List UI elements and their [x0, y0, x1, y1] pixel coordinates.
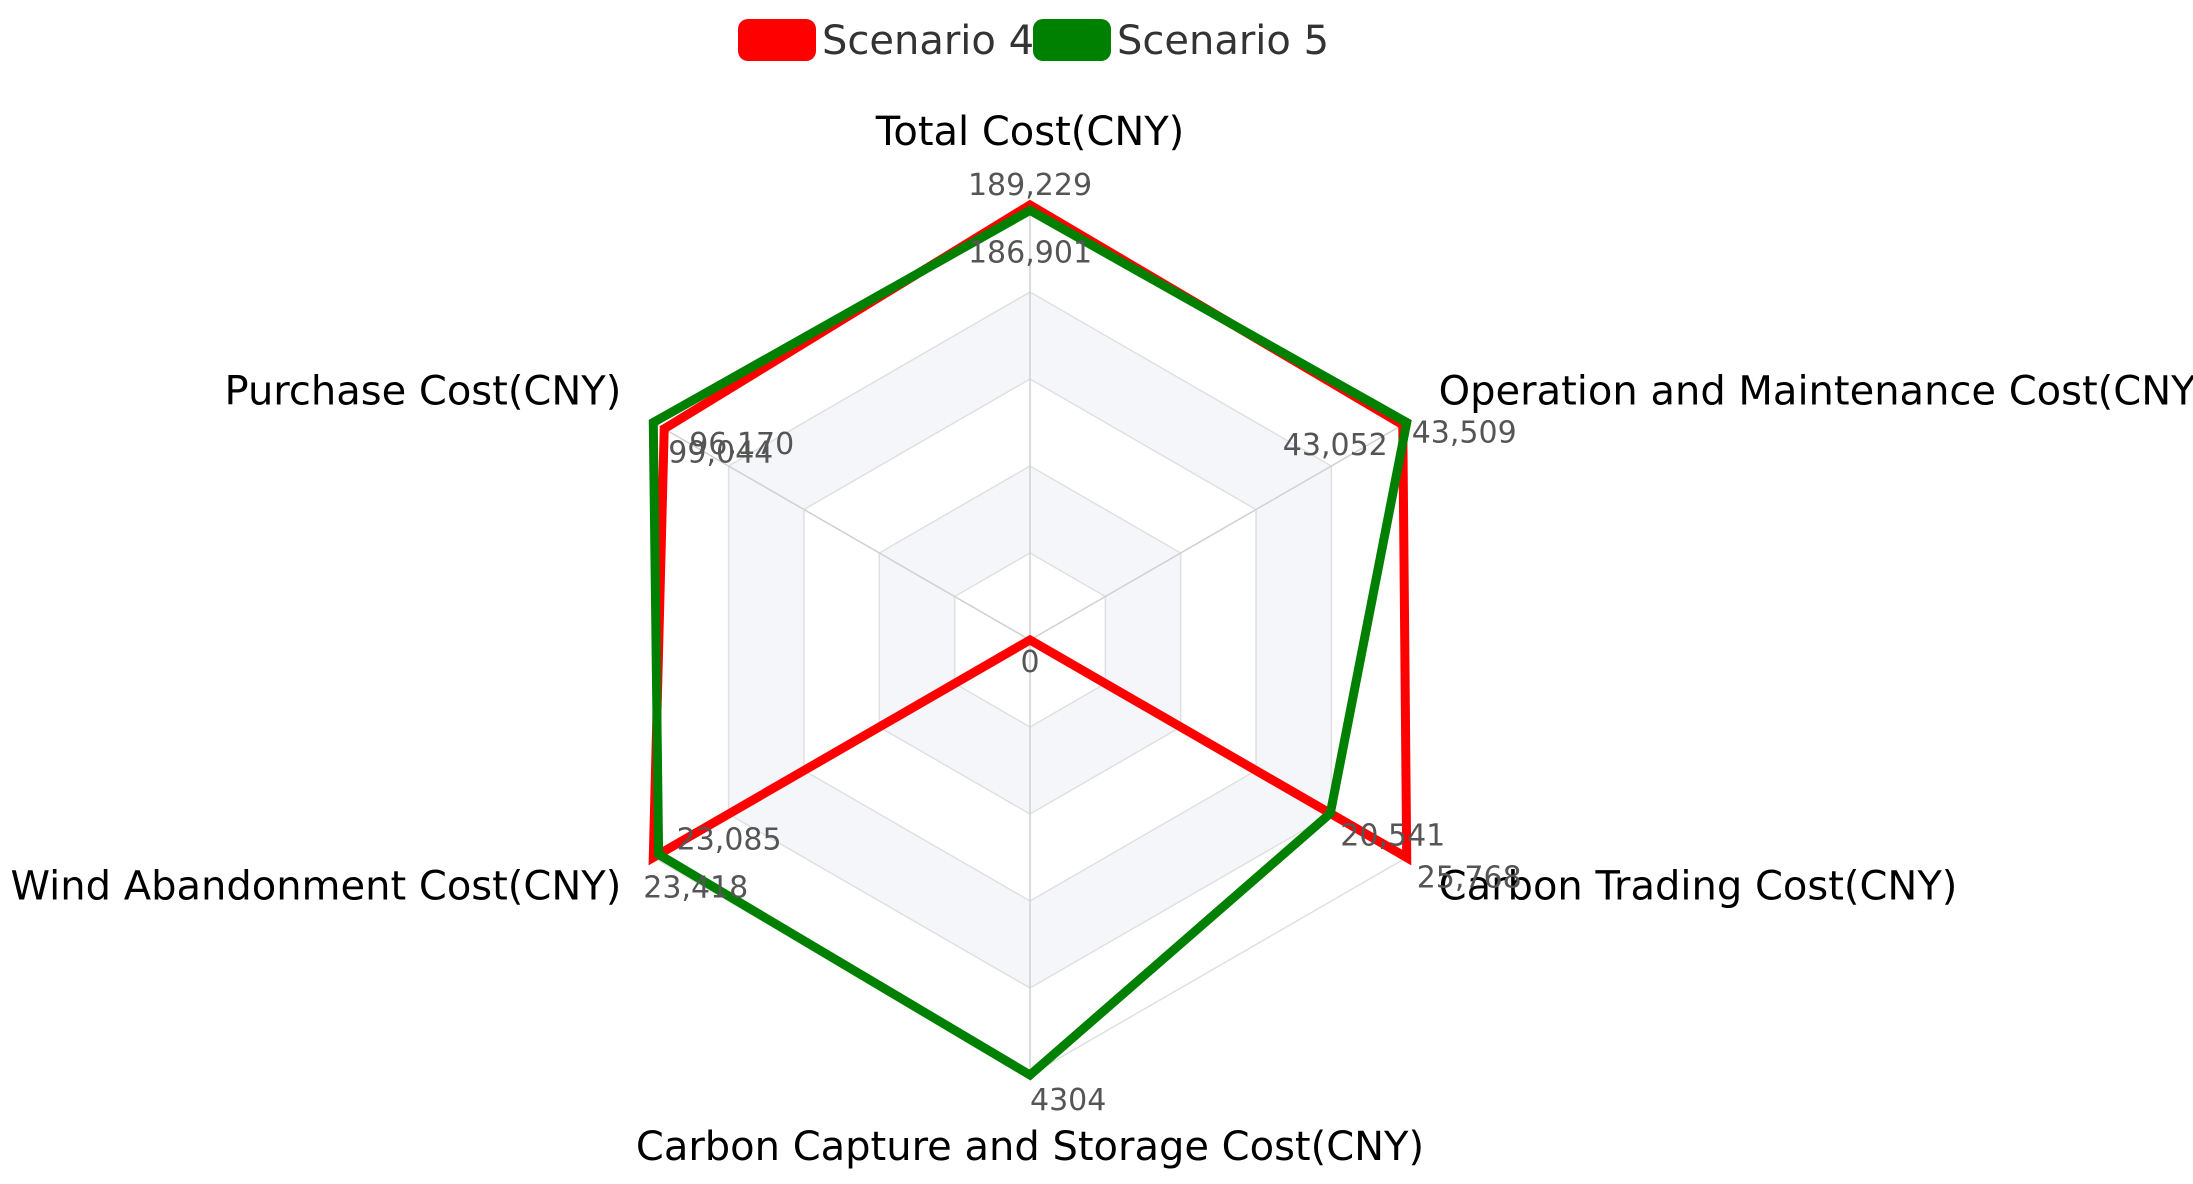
- legend-label: Scenario 5: [1117, 18, 1329, 64]
- grid-spoke: [1029, 421, 1408, 641]
- data-label: 25,768: [1417, 861, 1522, 896]
- legend-item[interactable]: Scenario 4: [738, 18, 1034, 64]
- axis-label: Carbon Capture and Storage Cost(CNY): [636, 1124, 1424, 1170]
- axis-label: Operation and Maintenance Cost(CNY): [1439, 369, 2193, 415]
- axis-label: Wind Abandonment Cost(CNY): [10, 864, 621, 910]
- grid-spoke: [652, 421, 1031, 641]
- data-label: 23,085: [677, 822, 782, 857]
- data-label: 96,170: [689, 427, 794, 462]
- legend-item[interactable]: Scenario 5: [1033, 18, 1329, 64]
- legend[interactable]: Scenario 4 Scenario 5: [738, 18, 1329, 64]
- axis-label: Carbon Trading Cost(CNY): [1439, 864, 1958, 910]
- data-label: 43,509: [1412, 416, 1517, 451]
- axis-label: Purchase Cost(CNY): [225, 369, 622, 415]
- data-label: 189,229: [968, 168, 1092, 203]
- radar-series: [648, 199, 1412, 1081]
- series-polygon-2: [648, 205, 1412, 1081]
- data-label: 23,418: [643, 871, 748, 906]
- data-label: 99,044: [668, 436, 773, 471]
- legend-label: Scenario 4: [822, 18, 1034, 64]
- axis-label: Total Cost(CNY): [875, 109, 1185, 155]
- data-label: 0: [1020, 645, 1039, 680]
- data-label: 20,541: [1340, 818, 1445, 853]
- data-label: 4304: [1030, 1083, 1106, 1118]
- legend-swatch: [738, 19, 816, 61]
- legend-swatch: [1033, 19, 1111, 61]
- radar-labels: Total Cost(CNY) Operation and Maintenance…: [10, 109, 2193, 1170]
- data-label: 43,052: [1283, 428, 1388, 463]
- data-label: 186,901: [968, 235, 1092, 270]
